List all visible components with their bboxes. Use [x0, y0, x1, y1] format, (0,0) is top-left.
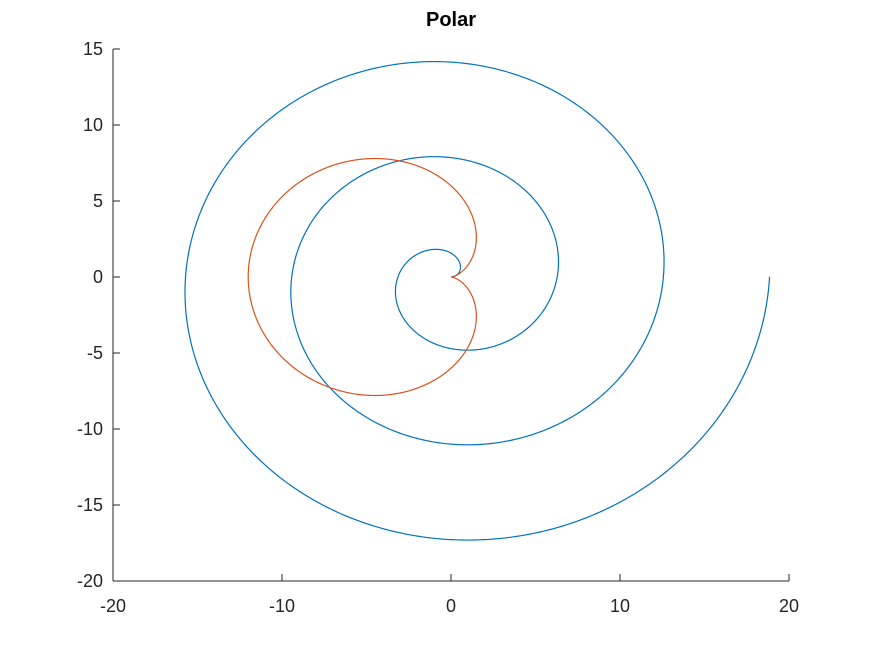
x-ticks: -20 -10 0 10 20	[100, 574, 799, 616]
x-tick-label: -10	[269, 596, 295, 616]
y-tick-label: 5	[93, 191, 103, 211]
y-tick-label: -20	[77, 571, 103, 591]
x-tick-label: 0	[446, 596, 456, 616]
series-line-cardioid	[247, 157, 477, 397]
y-tick-label: 10	[83, 115, 103, 135]
chart-title: Polar	[426, 9, 476, 31]
x-tick-label: -20	[100, 596, 126, 616]
series-line-archimedean-spiral	[184, 60, 771, 541]
y-ticks: 15 10 5 0 -5 -10 -15 -20	[77, 39, 120, 591]
y-tick-label: -15	[77, 495, 103, 515]
x-tick-label: 10	[610, 596, 630, 616]
y-tick-label: 15	[83, 39, 103, 59]
y-tick-label: 0	[93, 267, 103, 287]
axes	[112, 49, 789, 582]
series-layer	[184, 60, 771, 541]
y-tick-label: -10	[77, 419, 103, 439]
y-tick-label: -5	[87, 343, 103, 363]
x-tick-label: 20	[779, 596, 799, 616]
